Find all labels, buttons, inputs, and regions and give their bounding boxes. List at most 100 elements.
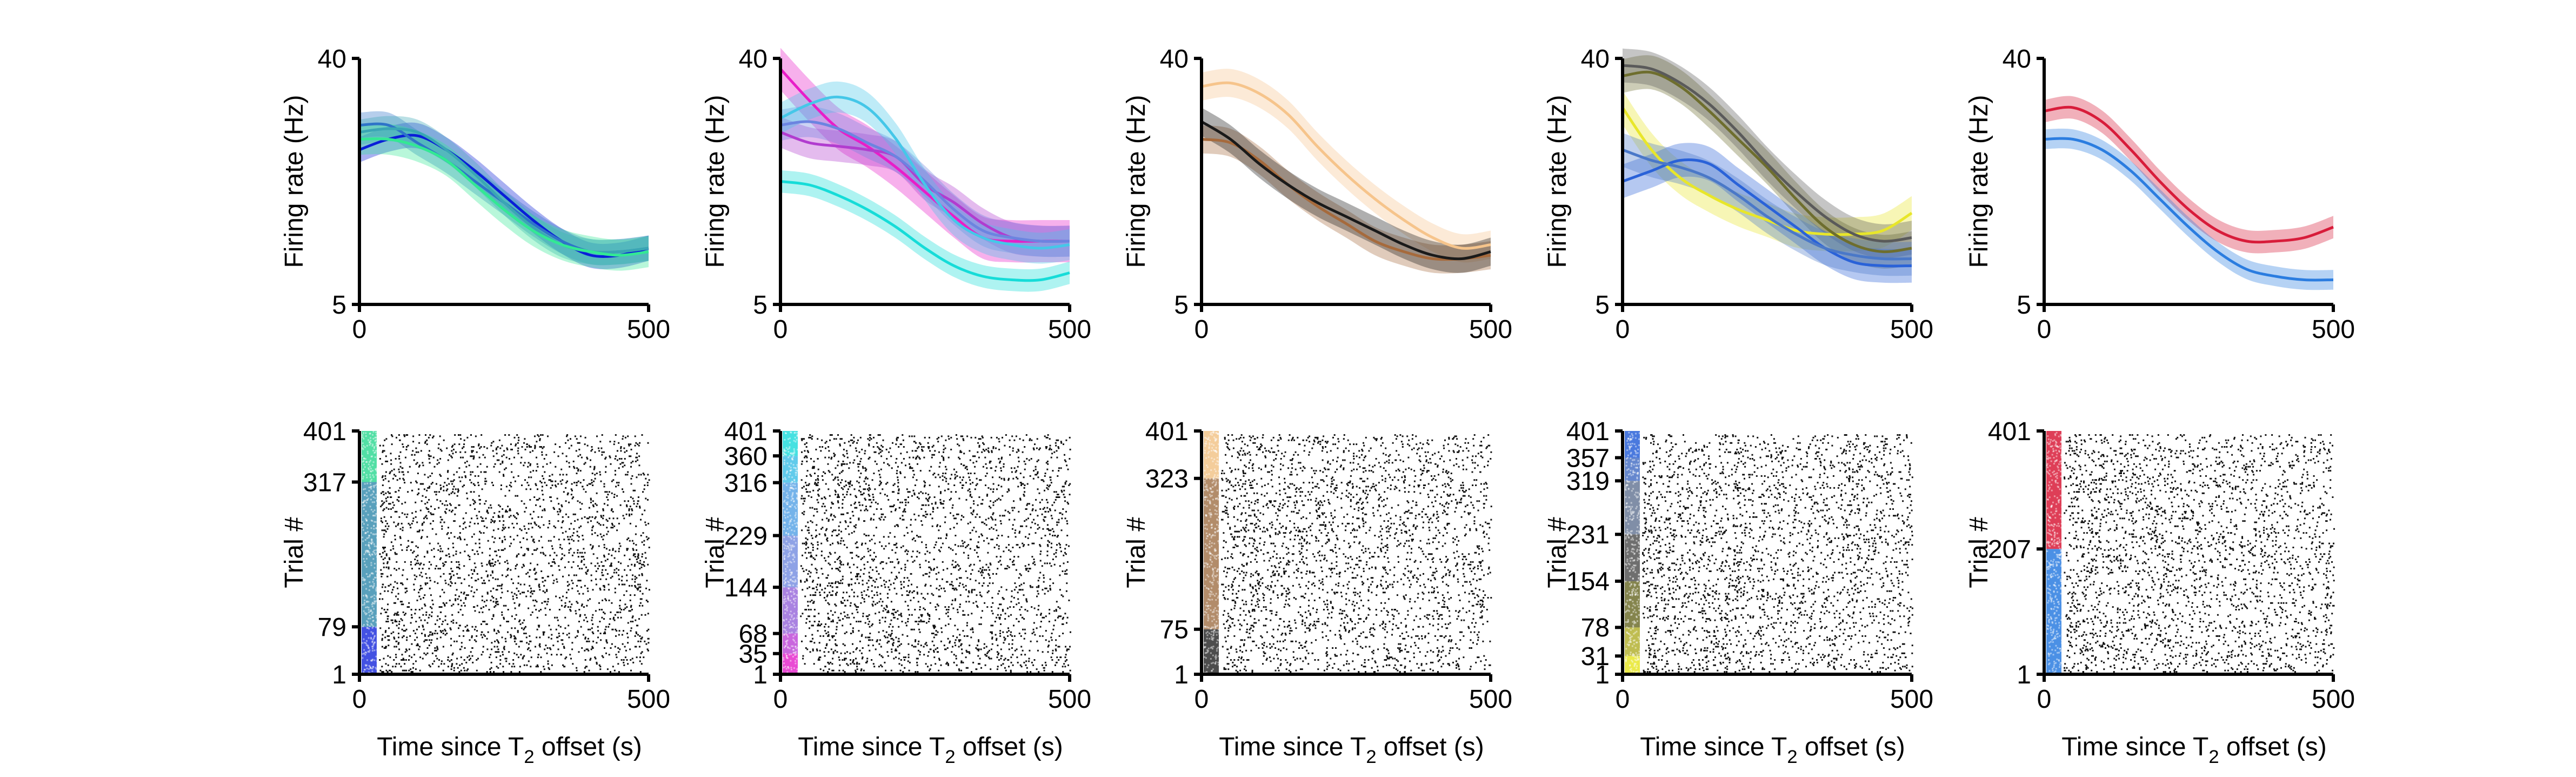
strip-speckle: [1218, 542, 1220, 544]
strip-speckle: [1208, 446, 1210, 448]
strip-speckle: [365, 588, 368, 590]
strip-speckle: [1204, 475, 1206, 477]
strip-speckle: [1204, 499, 1206, 501]
strip-speckle: [2056, 441, 2058, 443]
strip-speckle: [376, 574, 378, 576]
strip-speckle: [795, 507, 797, 509]
strip-speckle: [371, 554, 373, 556]
strip-speckle: [1204, 496, 1206, 499]
strip-speckle: [2054, 532, 2056, 534]
strip-speckle: [789, 623, 791, 626]
strip-speckle: [1204, 565, 1206, 567]
strip-speckle: [1638, 510, 1640, 512]
y-axis-label: Firing rate (Hz): [1543, 95, 1572, 268]
strip-speckle: [1630, 560, 1632, 562]
strip-speckle: [372, 581, 374, 583]
strip-speckle: [375, 576, 377, 579]
strip-speckle: [1205, 632, 1207, 634]
strip-speckle: [2051, 479, 2053, 481]
x-label-main: Time since T: [798, 733, 945, 761]
strip-speckle: [789, 544, 791, 547]
strip-speckle: [2048, 533, 2051, 535]
strip-speckle: [1206, 439, 1209, 441]
strip-speckle: [783, 514, 785, 516]
strip-speckle: [783, 507, 785, 509]
strip-speckle: [1637, 496, 1639, 498]
strip-speckle: [797, 577, 799, 579]
strip-speckle: [2056, 455, 2058, 457]
strip-speckle: [1634, 450, 1636, 452]
strip-speckle: [362, 501, 364, 503]
strip-speckle: [2052, 669, 2054, 672]
strip-speckle: [790, 462, 792, 464]
strip-speckle: [790, 431, 792, 434]
strip-speckle: [1207, 598, 1210, 600]
strip-speckle: [1207, 535, 1209, 537]
strip-speckle: [789, 506, 791, 508]
strip-speckle: [365, 613, 368, 615]
strip-speckle: [793, 500, 795, 502]
strip-speckle: [2048, 524, 2051, 527]
strip-speckle: [785, 502, 788, 504]
strip-speckle: [1215, 593, 1217, 595]
strip-speckle: [1214, 532, 1216, 534]
strip-speckle: [793, 624, 795, 626]
strip-speckle: [784, 544, 786, 547]
strip-speckle: [370, 660, 372, 662]
strip-speckle: [1213, 615, 1215, 617]
strip-speckle: [2048, 621, 2050, 623]
strip-speckle: [1212, 654, 1214, 656]
strip-speckle: [789, 536, 791, 539]
strip-speckle: [1214, 567, 1216, 569]
strip-speckle: [2056, 591, 2058, 593]
strip-speckle: [797, 590, 799, 593]
strip-speckle: [2048, 614, 2050, 616]
strip-speckle: [785, 472, 788, 474]
strip-speckle: [375, 521, 377, 523]
strip-speckle: [366, 624, 369, 626]
strip-speckle: [2060, 463, 2063, 465]
strip-speckle: [794, 634, 796, 636]
strip-speckle: [365, 492, 368, 494]
strip-speckle: [2046, 627, 2048, 629]
y-tick-label: 40: [2003, 45, 2031, 74]
strip-speckle: [1639, 454, 1641, 456]
strip-speckle: [1631, 530, 1633, 532]
strip-speckle: [791, 487, 793, 489]
strip-speckle: [373, 486, 375, 488]
strip-speckle: [368, 544, 370, 547]
strip-speckle: [1212, 648, 1214, 650]
strip-speckle: [1206, 528, 1208, 530]
strip-speckle: [1209, 500, 1211, 502]
strip-speckle: [1632, 670, 1634, 673]
strip-speckle: [369, 547, 371, 549]
strip-speckle: [363, 652, 365, 654]
strip-speckle: [1205, 443, 1207, 445]
strip-speckle: [372, 586, 374, 588]
strip-speckle: [1206, 666, 1209, 668]
strip-speckle: [1627, 481, 1629, 483]
strip-speckle: [2052, 654, 2054, 656]
strip-speckle: [2050, 617, 2052, 619]
strip-speckle: [784, 666, 786, 668]
strip-speckle: [363, 638, 365, 640]
strip-speckle: [2058, 500, 2060, 502]
strip-speckle: [1629, 599, 1631, 601]
strip-speckle: [372, 469, 374, 471]
strip-speckle: [783, 586, 785, 588]
strip-speckle: [1217, 631, 1219, 633]
strip-speckle: [2060, 435, 2062, 437]
strip-speckle: [1630, 511, 1632, 513]
strip-speckle: [1629, 473, 1631, 475]
strip-speckle: [790, 469, 792, 471]
strip-speckle: [2046, 499, 2048, 501]
strip-speckle: [788, 535, 790, 537]
strip-speckle: [2061, 452, 2063, 454]
strip-speckle: [368, 611, 370, 613]
strip-speckle: [793, 593, 796, 595]
strip-speckle: [363, 504, 365, 506]
strip-speckle: [1633, 664, 1636, 666]
strip-speckle: [796, 668, 798, 670]
strip-speckle: [364, 466, 366, 468]
strip-speckle: [792, 456, 794, 458]
